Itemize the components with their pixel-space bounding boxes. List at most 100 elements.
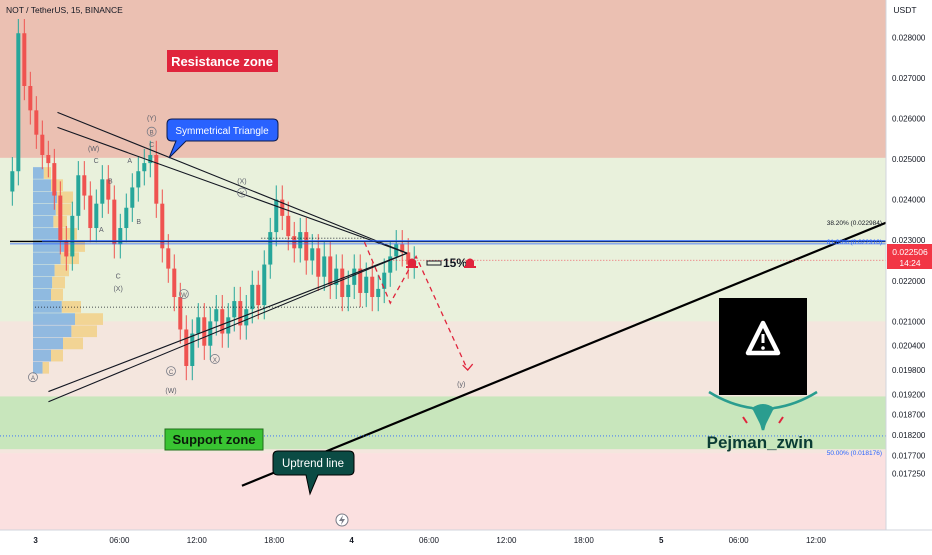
candle-body xyxy=(364,276,369,293)
candle-body xyxy=(400,244,405,253)
triangle-upper-inner-line xyxy=(57,126,408,254)
profile-bar-up xyxy=(33,361,43,374)
profile-bar-up xyxy=(33,325,72,338)
wave-label: C xyxy=(94,158,99,165)
wave-label: B xyxy=(150,131,154,137)
candle-body xyxy=(226,317,231,334)
profile-bar-up xyxy=(33,337,63,350)
resistance-label-box xyxy=(167,50,278,72)
candle-body xyxy=(28,85,33,111)
profile-bar-down xyxy=(59,228,77,240)
triangle-lower-line xyxy=(48,252,408,393)
candle-body xyxy=(160,203,165,249)
time-axis-panel xyxy=(0,530,932,550)
candle-body xyxy=(82,175,87,196)
candle-body xyxy=(118,228,123,245)
candle-body xyxy=(46,154,51,164)
target-percent: 15% xyxy=(443,256,467,270)
resistance-zone-label: Resistance zone xyxy=(171,54,273,69)
price-tick-label: 0.027000 xyxy=(892,74,926,83)
candle-body xyxy=(238,301,243,326)
candle-body xyxy=(346,284,351,298)
zone-resistance xyxy=(0,0,886,158)
price-tick-label: 0.017700 xyxy=(892,451,926,460)
currency-label: USDT xyxy=(893,5,916,15)
price-tick-label: 0.017250 xyxy=(892,470,926,479)
profile-bar-down xyxy=(57,191,73,204)
bar-countdown: 14:24 xyxy=(899,258,921,268)
candle-body xyxy=(220,309,225,334)
projection-path xyxy=(363,241,469,371)
candle-body xyxy=(34,110,39,135)
time-tick-label: 5 xyxy=(659,536,664,545)
candle-body xyxy=(190,333,195,366)
candle-body xyxy=(136,171,141,188)
candle-body xyxy=(382,272,387,289)
target-bar-icon xyxy=(426,260,442,266)
wave-label: (X) xyxy=(113,286,122,293)
support-label-box xyxy=(164,428,264,451)
wave-label: B xyxy=(108,178,113,185)
fib-382-label: 38.20% (0.022984) xyxy=(827,220,882,227)
warning-icon xyxy=(745,320,781,356)
price-tick-label: 0.021000 xyxy=(892,317,926,326)
candle-body xyxy=(310,248,315,261)
profile-bar-down xyxy=(75,313,103,325)
wave-label: A xyxy=(127,158,132,165)
candle-body xyxy=(10,171,15,192)
profile-bar-up xyxy=(33,264,55,277)
profile-bar-up xyxy=(33,349,51,362)
profile-bar-up xyxy=(33,179,51,192)
candle-body xyxy=(112,199,117,245)
wave-circle xyxy=(209,354,220,364)
candle-body xyxy=(256,284,261,306)
fib-50-label: 50.00% (0.018176) xyxy=(827,450,882,457)
support-zone-label: Support zone xyxy=(172,432,255,447)
wave-label: (X) xyxy=(237,178,246,185)
alarm-icon-left xyxy=(406,258,418,268)
drawing-lines xyxy=(0,111,914,487)
wave-label: (W) xyxy=(165,388,176,395)
profile-bar-up xyxy=(33,228,60,240)
profile-bar-down xyxy=(42,361,49,374)
profile-bar-down xyxy=(51,179,63,192)
time-tick-label: 12:00 xyxy=(496,536,517,545)
candle-body xyxy=(214,309,219,322)
profile-bar-up xyxy=(33,191,57,204)
time-tick-label: 18:00 xyxy=(574,536,595,545)
candle-body xyxy=(16,33,21,172)
price-tick-label: 0.028000 xyxy=(892,33,926,42)
wave-circle xyxy=(146,126,157,137)
candle-body xyxy=(40,134,45,155)
current-price: 0.022506 xyxy=(892,247,928,257)
wave-label: (W) xyxy=(88,146,99,153)
wave-label: C xyxy=(116,273,121,280)
time-tick-label: 3 xyxy=(33,536,38,545)
wave-label: (Y) xyxy=(147,115,156,122)
price-tick-label: 0.018200 xyxy=(892,431,926,440)
profile-bar-up xyxy=(33,215,54,228)
candle-body xyxy=(166,248,171,269)
candle-body xyxy=(334,268,339,285)
uptrend-callout xyxy=(272,450,355,496)
candle-body xyxy=(124,207,129,229)
triangle-lower-inner-line xyxy=(48,252,408,403)
alarm-icon-right xyxy=(464,258,476,268)
profile-bar-up xyxy=(33,288,51,301)
wave-label: C xyxy=(169,370,174,376)
profile-bar-down xyxy=(64,240,85,252)
candle-body xyxy=(196,317,201,334)
wave-circle xyxy=(237,187,247,198)
candle-body xyxy=(268,232,273,265)
uptrend-label: Uptrend line xyxy=(282,458,344,470)
profile-bar-down xyxy=(51,349,63,362)
profile-bar-up xyxy=(33,276,53,289)
candle-body xyxy=(292,236,297,249)
time-tick-label: 06:00 xyxy=(729,536,750,545)
candle-body xyxy=(130,187,135,208)
price-tick-label: 0.019800 xyxy=(892,366,926,375)
time-tick-label: 12:00 xyxy=(187,536,208,545)
price-tick-label: 0.023000 xyxy=(892,236,926,245)
candle-body xyxy=(154,154,159,204)
